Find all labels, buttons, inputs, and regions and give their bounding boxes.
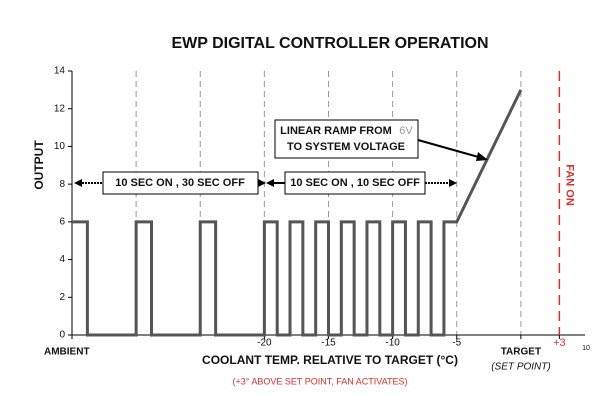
annotation-text: 10 SEC ON , 10 SEC OFF — [290, 177, 420, 189]
x-tick-label: AMBIENT — [44, 347, 90, 358]
arrow-head — [74, 179, 82, 187]
annotation-text: LINEAR RAMP FROM — [280, 125, 392, 137]
y-tick-label: 0 — [59, 330, 65, 341]
chart-title: EWP DIGITAL CONTROLLER OPERATION — [171, 35, 488, 52]
y-tick-label: 6 — [59, 216, 65, 227]
y-tick-label: 2 — [59, 292, 65, 303]
target-sublabel: (SET POINT) — [491, 362, 550, 373]
y-axis-label: OUTPUT — [32, 140, 46, 190]
annotation-2: 10 SEC ON , 10 SEC OFF — [266, 171, 457, 195]
x-tick-label: -5 — [452, 338, 461, 349]
arrow — [417, 139, 483, 159]
x-tick-label: TARGET — [501, 347, 541, 358]
x-tick-label: -15 — [321, 338, 336, 349]
y-tick-label: 4 — [59, 254, 65, 265]
x-end-label: 10 — [582, 345, 590, 352]
arrow-head — [449, 179, 457, 187]
annotation-3: LINEAR RAMP FROM 6V TO SYSTEM VOLTAGE — [274, 119, 488, 161]
series-line — [72, 89, 523, 337]
x-tick-label: +3 — [553, 337, 566, 349]
fan-label: FAN ON — [563, 164, 575, 206]
annotation-box — [284, 171, 426, 195]
annotation-box — [102, 171, 259, 195]
subtitle: (+3° ABOVE SET POINT, FAN ACTIVATES) — [233, 376, 408, 386]
arrow-head — [476, 152, 488, 161]
y-tick-label: 12 — [54, 103, 66, 114]
arrow-head — [266, 179, 274, 187]
x-tick-label: -10 — [385, 338, 400, 349]
arrow-head — [258, 179, 266, 187]
annotation-text: 10 SEC ON , 30 SEC OFF — [115, 177, 245, 189]
y-tick-label: 14 — [54, 66, 66, 77]
x-axis-label: COOLANT TEMP. RELATIVE TO TARGET (°C) — [202, 353, 458, 367]
x-tick-label: -20 — [257, 338, 272, 349]
annotation-note: 6V — [399, 125, 413, 137]
y-tick-label: 10 — [54, 141, 66, 152]
y-tick-label: 8 — [59, 179, 65, 190]
annotation-box — [274, 119, 419, 159]
annotation-text: TO SYSTEM VOLTAGE — [287, 141, 405, 153]
annotation-1: 10 SEC ON , 30 SEC OFF — [74, 171, 266, 195]
